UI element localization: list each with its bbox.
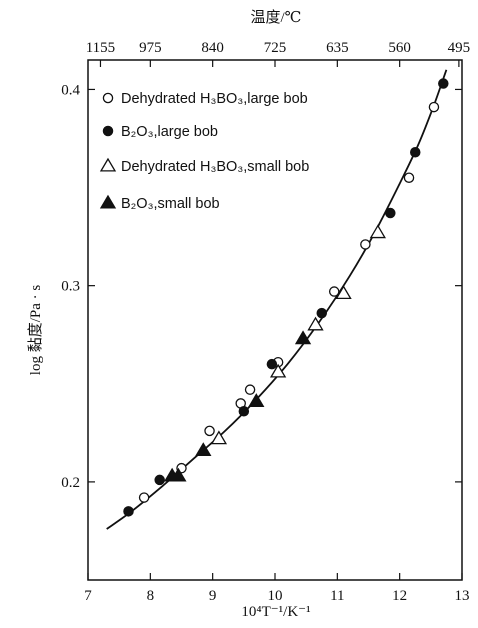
series-2-point-4 bbox=[369, 224, 386, 239]
top-tick-label-6: 495 bbox=[448, 40, 471, 56]
x-tick-label-3: 10 bbox=[268, 588, 283, 604]
series-2-point-2 bbox=[307, 316, 324, 331]
legend-marker-1 bbox=[102, 125, 114, 137]
top-tick-label-0: 1155 bbox=[86, 40, 115, 56]
y-tick-label-1: 0.3 bbox=[61, 279, 80, 295]
x-tick-label-2: 9 bbox=[209, 588, 217, 604]
x-tick-label-5: 12 bbox=[392, 588, 407, 604]
series-1-point-1 bbox=[154, 474, 165, 486]
series-1-point-3 bbox=[266, 358, 278, 370]
series-0-point-4 bbox=[244, 384, 256, 395]
series-2-point-1 bbox=[269, 363, 287, 378]
series-0-point-9 bbox=[428, 101, 440, 113]
legend-marker-0 bbox=[102, 92, 114, 104]
series-3-point-1 bbox=[170, 467, 187, 482]
legend-label-1: B₂O₃,large bob bbox=[121, 124, 218, 140]
series-1-point-6 bbox=[409, 146, 421, 158]
top-tick-label-5: 560 bbox=[388, 40, 411, 56]
ticks: 7 8 9 10 11 12 13 1155 975 840 725 635 560 495 0.2 0.3 0… bbox=[61, 40, 470, 604]
legend-marker-2 bbox=[99, 157, 117, 172]
top-tick-label-2: 840 bbox=[201, 40, 224, 56]
y-axis-title: log 黏度/Pa · s bbox=[27, 285, 44, 376]
x-tick-label-6: 13 bbox=[455, 588, 470, 604]
series-2-point-3 bbox=[335, 285, 352, 300]
series-3-point-3 bbox=[248, 393, 265, 407]
series-2-point-0 bbox=[210, 430, 228, 445]
top-tick-label-1: 975 bbox=[139, 40, 162, 56]
y-tick-label-0: 0.2 bbox=[61, 475, 80, 491]
series-3-point-2 bbox=[195, 442, 212, 457]
series-0-point-6 bbox=[328, 286, 340, 297]
series-0-point-0 bbox=[138, 492, 150, 503]
y-tick-label-2: 0.4 bbox=[61, 82, 80, 98]
series-1-point-2 bbox=[238, 405, 250, 417]
series-1-point-5 bbox=[385, 207, 396, 219]
series-1-point-0 bbox=[123, 506, 134, 517]
top-tick-label-4: 635 bbox=[326, 40, 349, 56]
x-tick-label-0: 7 bbox=[84, 588, 92, 604]
legend: Dehydrated H₃BO₃,large bob B₂O₃,large bob… bbox=[99, 91, 309, 212]
legend-label-3: B₂O₃,small bob bbox=[121, 196, 220, 212]
legend-label-0: Dehydrated H₃BO₃,large bob bbox=[121, 91, 308, 107]
legend-marker-3 bbox=[99, 194, 117, 209]
series-0-point-2 bbox=[204, 425, 215, 437]
series-1-point-7 bbox=[438, 78, 449, 89]
legend-label-2: Dehydrated H₃BO₃,small bob bbox=[121, 159, 309, 175]
series-0-point-7 bbox=[360, 239, 371, 250]
x-tick-label-1: 8 bbox=[147, 588, 155, 604]
x-tick-label-4: 11 bbox=[330, 588, 344, 604]
series-0-point-8 bbox=[403, 172, 415, 183]
top-tick-label-3: 725 bbox=[264, 40, 287, 56]
top-axis-title: 温度/℃ bbox=[251, 9, 302, 26]
x-axis-title: 10⁴T⁻¹/K⁻¹ bbox=[241, 604, 310, 620]
data-markers bbox=[123, 78, 449, 517]
series-3-point-4 bbox=[294, 330, 312, 345]
series-1-point-4 bbox=[316, 307, 327, 319]
